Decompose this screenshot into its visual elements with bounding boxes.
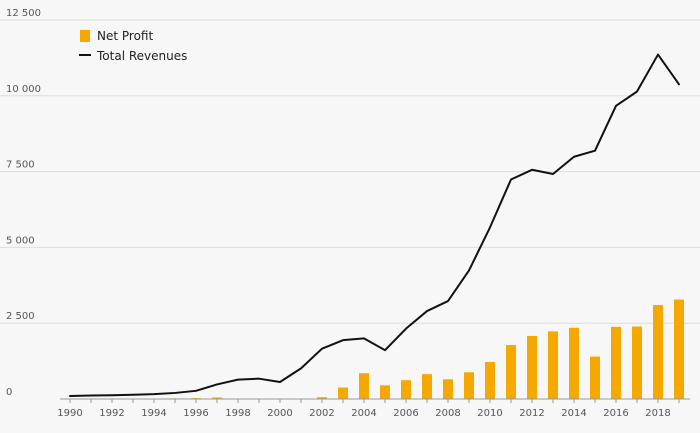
net-profit-bar <box>401 380 411 399</box>
y-tick-label: 2 500 <box>6 311 35 322</box>
x-tick-label: 1996 <box>183 408 208 419</box>
x-tick-label: 2008 <box>435 408 460 419</box>
y-tick-label: 12 500 <box>6 8 41 19</box>
net-profit-bar <box>422 374 432 399</box>
net-profit-bar <box>485 362 495 399</box>
y-tick-label: 0 <box>6 387 12 398</box>
grid <box>0 19 700 324</box>
total-revenues-line <box>69 53 680 397</box>
net-profit-bar <box>527 335 537 399</box>
net-profit-bar <box>317 397 327 399</box>
x-tick-label: 2016 <box>603 408 628 419</box>
legend: Net Profit Total Revenues <box>79 29 187 63</box>
total-revenues-line-group <box>69 53 680 397</box>
x-tick-label: 2006 <box>393 408 418 419</box>
legend-label-net-profit: Net Profit <box>97 29 153 43</box>
net-profit-bar <box>548 331 558 399</box>
x-tick-label: 1990 <box>57 408 82 419</box>
y-tick-label: 5 000 <box>6 235 35 246</box>
net-profit-bar <box>212 397 222 399</box>
x-tick-label: 2012 <box>519 408 544 419</box>
legend-label-total-revenues: Total Revenues <box>96 49 187 63</box>
net-profit-bar <box>569 327 579 399</box>
x-tick-label: 2010 <box>477 408 502 419</box>
legend-swatch-net-profit <box>80 30 90 42</box>
y-tick-label: 7 500 <box>6 160 35 171</box>
net-profit-bar <box>674 299 684 399</box>
net-profit-bar <box>632 326 642 399</box>
x-tick-label: 2018 <box>645 408 670 419</box>
x-tick-label: 2002 <box>309 408 334 419</box>
x-tick-label: 2000 <box>267 408 292 419</box>
net-profit-bar <box>380 385 390 399</box>
net-profit-bar <box>653 305 663 399</box>
net-profit-bar <box>443 379 453 399</box>
y-tick-label: 10 000 <box>6 84 41 95</box>
x-tick-label: 1998 <box>225 408 250 419</box>
net-profit-bar <box>506 345 516 399</box>
net-profit-bars <box>170 299 684 399</box>
x-tick-label: 2014 <box>561 408 586 419</box>
net-profit-bar <box>359 373 369 399</box>
axes: 0 2 500 5 000 7 500 10 000 12 500 1990 1992 1994… <box>6 8 690 419</box>
net-profit-bar <box>464 372 474 399</box>
net-profit-bar <box>611 326 621 399</box>
x-tick-label: 1994 <box>141 408 166 419</box>
x-tick-label: 1992 <box>99 408 124 419</box>
net-profit-bar <box>338 387 348 399</box>
x-tick-label: 2004 <box>351 408 376 419</box>
net-profit-bar <box>590 356 600 399</box>
